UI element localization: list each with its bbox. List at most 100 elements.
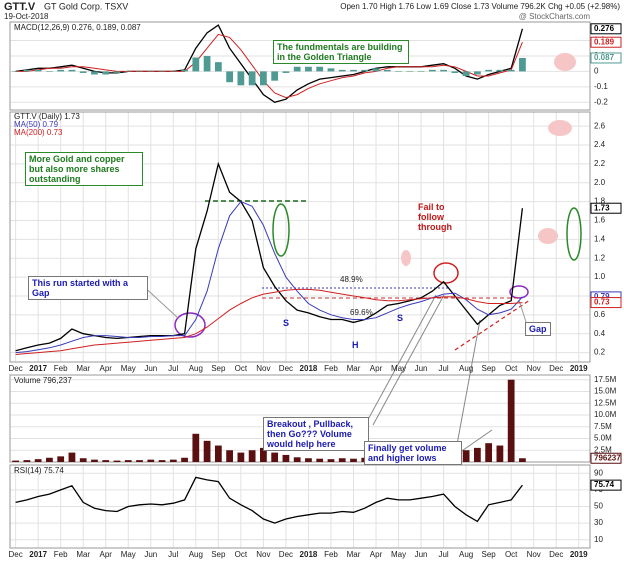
bar xyxy=(507,69,515,72)
y-tick-label: -0.1 xyxy=(594,82,608,91)
x-tick-label: Oct xyxy=(505,550,518,559)
x-tick-label: Mar xyxy=(76,364,90,373)
macd-panel xyxy=(9,21,591,111)
x-tick-label: 2017 xyxy=(29,364,47,373)
y-tick-label: -0.2 xyxy=(594,97,608,106)
y-tick-label: 1.4 xyxy=(594,234,606,243)
bar xyxy=(316,66,324,72)
x-tick-label: Jun xyxy=(144,550,157,559)
bar xyxy=(350,458,357,462)
bar xyxy=(350,69,357,72)
y-tick-label: 2.4 xyxy=(594,140,606,149)
bar xyxy=(79,458,87,462)
x-tick-label: May xyxy=(391,550,406,559)
bar xyxy=(327,68,335,72)
x-tick-label: Nov xyxy=(527,364,541,373)
bar xyxy=(485,443,493,462)
bar xyxy=(462,450,470,462)
line xyxy=(15,288,523,355)
ellipse xyxy=(272,203,290,257)
bar xyxy=(496,69,504,72)
bar xyxy=(34,69,42,72)
legend-rsi: RSI(14) 75.74 xyxy=(14,466,64,475)
company: GT Gold Corp. TSXV xyxy=(44,1,128,11)
bar xyxy=(361,69,369,72)
bar xyxy=(248,450,256,462)
value-tag xyxy=(590,202,622,214)
line xyxy=(15,24,524,104)
credit: @ StockCharts.com xyxy=(519,12,591,21)
y-tick-label: 15.0M xyxy=(594,387,617,396)
marker xyxy=(401,250,411,266)
x-tick-label: Dec xyxy=(549,364,563,373)
bar xyxy=(282,71,290,73)
bar xyxy=(338,69,346,72)
marker xyxy=(538,228,558,244)
x-tick-label: Mar xyxy=(76,550,90,559)
bar xyxy=(192,57,200,72)
bar xyxy=(271,452,279,462)
annotation: Gap xyxy=(525,322,551,336)
x-tick-label: Apr xyxy=(370,550,383,559)
x-tick-label: 2019 xyxy=(570,550,588,559)
x-tick-label: Sep xyxy=(482,550,497,559)
x-tick-label: Feb xyxy=(324,550,338,559)
pointer xyxy=(372,294,445,426)
bar xyxy=(406,71,414,72)
bar xyxy=(136,71,143,72)
bar xyxy=(372,68,380,72)
bar xyxy=(395,71,402,72)
bar xyxy=(113,71,121,73)
value-tag xyxy=(590,452,622,464)
rsi-panel xyxy=(9,464,591,549)
bar xyxy=(169,459,177,462)
value-tag-label: 0.79 xyxy=(594,292,610,301)
x-tick-label: Feb xyxy=(54,550,68,559)
annotation: This run started with a Gap xyxy=(28,276,148,300)
x-tick-label: Jun xyxy=(415,550,428,559)
y-tick-label: 0.6 xyxy=(594,310,606,319)
quote: Open 1.70 High 1.76 Low 1.69 Close 1.73 … xyxy=(340,2,620,11)
x-tick-label: May xyxy=(121,550,136,559)
x-tick-label: Dec xyxy=(9,364,23,373)
x-tick-label: Dec xyxy=(279,364,293,373)
y-tick-label: 90 xyxy=(594,468,603,477)
line xyxy=(15,33,523,99)
y-tick-label: 7.5M xyxy=(594,422,612,431)
x-tick-label: Jun xyxy=(415,364,428,373)
y-tick-label: 2.2 xyxy=(594,159,606,168)
bar xyxy=(79,71,87,73)
x-tick-label: Mar xyxy=(347,364,361,373)
bar xyxy=(260,71,267,86)
bar xyxy=(485,69,493,72)
x-tick-label: May xyxy=(121,364,136,373)
bar xyxy=(46,71,53,72)
x-tick-label: Nov xyxy=(527,550,541,559)
bar xyxy=(507,379,515,462)
bar xyxy=(203,440,211,462)
bar xyxy=(203,55,211,72)
x-tick-label: Apr xyxy=(370,364,383,373)
bar xyxy=(12,71,20,72)
bar xyxy=(305,66,312,72)
bar xyxy=(474,447,481,462)
y-tick-label: 30 xyxy=(594,518,603,527)
bar xyxy=(91,459,98,462)
x-tick-label: Dec xyxy=(279,550,293,559)
bar xyxy=(226,71,233,83)
marker xyxy=(548,120,572,136)
annotation: H xyxy=(352,340,359,350)
legend-ma200: MA(200) 0.73 xyxy=(14,128,63,137)
x-tick-label: Dec xyxy=(9,550,23,559)
pointer xyxy=(455,429,493,456)
symbol: GTT.V xyxy=(4,1,36,13)
bar xyxy=(496,445,504,462)
x-tick-label: Jul xyxy=(438,364,448,373)
ellipse xyxy=(174,312,206,338)
x-tick-label: Apr xyxy=(100,364,113,373)
bar xyxy=(316,458,324,462)
bar xyxy=(192,433,200,462)
x-tick-label: Sep xyxy=(482,364,497,373)
